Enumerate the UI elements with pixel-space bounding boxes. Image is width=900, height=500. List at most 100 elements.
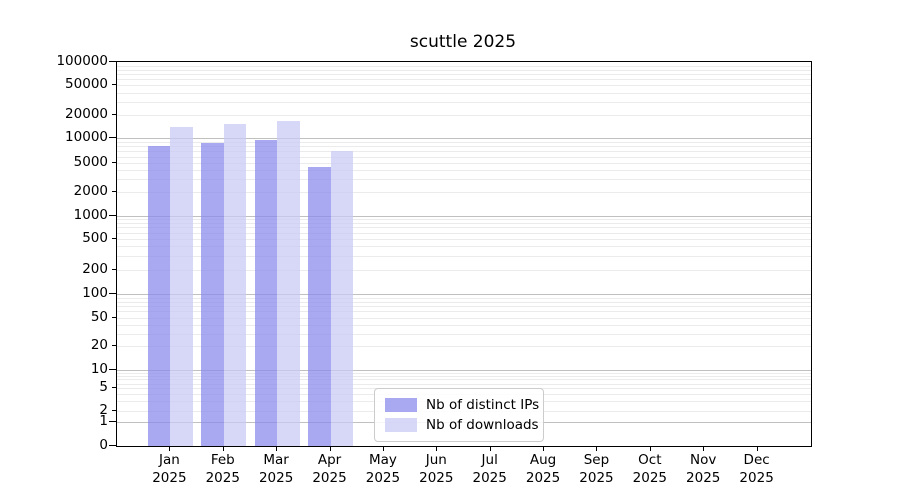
x-tick bbox=[649, 446, 651, 451]
legend-swatch-downloads bbox=[385, 418, 417, 432]
y-tick-label: 50 bbox=[90, 308, 108, 325]
gridline-minor bbox=[117, 372, 811, 374]
gridline-minor bbox=[117, 92, 811, 94]
y-tick-label: 100 bbox=[82, 284, 108, 301]
bar-downloads-feb bbox=[223, 124, 247, 446]
gridline-major bbox=[117, 369, 811, 371]
gridline-minor bbox=[117, 223, 811, 225]
gridline-minor bbox=[117, 227, 811, 229]
x-tick-label-mar: Mar 2025 bbox=[258, 452, 294, 486]
legend-entry-downloads: Nb of downloads bbox=[385, 415, 539, 435]
gridline-minor bbox=[117, 146, 811, 148]
chart-title: scuttle 2025 bbox=[409, 32, 517, 52]
y-tick bbox=[112, 345, 116, 347]
gridline-minor bbox=[117, 151, 811, 153]
gridline-minor bbox=[117, 246, 811, 248]
gridline-minor bbox=[117, 163, 811, 165]
y-tick-label: 20 bbox=[90, 337, 108, 354]
gridline-minor bbox=[117, 79, 811, 81]
x-tick-label-feb: Feb 2025 bbox=[205, 452, 240, 486]
y-tick bbox=[109, 292, 116, 294]
x-tick-label-jul: Jul 2025 bbox=[472, 452, 507, 486]
y-tick-label: 1000 bbox=[73, 206, 108, 223]
gridline-minor bbox=[117, 114, 811, 116]
gridline-minor bbox=[117, 297, 811, 299]
y-tick bbox=[112, 316, 116, 318]
plot-area: Nb of distinct IPs Nb of downloads bbox=[116, 61, 812, 447]
y-tick-label: 20000 bbox=[65, 105, 108, 122]
x-tick bbox=[756, 446, 758, 451]
bar-downloads-jan bbox=[170, 126, 193, 446]
gridline-minor bbox=[117, 311, 811, 313]
x-tick bbox=[276, 446, 278, 451]
y-tick-label: 1 bbox=[99, 412, 108, 429]
legend-label: Nb of distinct IPs bbox=[426, 397, 540, 413]
x-tick-label-may: May 2025 bbox=[365, 452, 401, 486]
y-tick-label: 200 bbox=[82, 261, 108, 278]
bar-distinct-ips-apr bbox=[308, 166, 331, 446]
y-tick-label: 5 bbox=[99, 379, 108, 396]
legend-entry-distinct-ips: Nb of distinct IPs bbox=[385, 395, 539, 415]
gridline-minor bbox=[117, 375, 811, 377]
gridline-minor bbox=[117, 324, 811, 326]
y-tick-label: 2 bbox=[99, 402, 108, 419]
x-tick-label-dec: Dec 2025 bbox=[739, 452, 774, 486]
y-tick bbox=[109, 368, 116, 370]
gridline-minor bbox=[117, 69, 811, 71]
x-tick bbox=[329, 446, 331, 451]
y-tick-label: 5000 bbox=[73, 154, 108, 171]
y-tick-label: 500 bbox=[82, 229, 108, 246]
y-tick bbox=[112, 410, 116, 412]
gridline-minor bbox=[117, 238, 811, 240]
legend-swatch-distinct-ips bbox=[385, 398, 417, 412]
y-tick-label: 10 bbox=[90, 360, 108, 377]
gridline-major bbox=[117, 293, 811, 295]
y-tick-label: 10000 bbox=[65, 129, 108, 146]
y-tick bbox=[109, 420, 116, 422]
y-tick bbox=[109, 137, 116, 139]
gridline-minor bbox=[117, 156, 811, 158]
gridline-minor bbox=[117, 85, 811, 87]
gridline-minor bbox=[117, 333, 811, 335]
gridline-minor bbox=[117, 270, 811, 272]
x-tick-label-apr: Apr 2025 bbox=[312, 452, 347, 486]
x-tick bbox=[703, 446, 705, 451]
legend-label: Nb of downloads bbox=[426, 417, 539, 433]
bar-downloads-apr bbox=[330, 151, 354, 446]
y-tick bbox=[112, 84, 116, 86]
x-tick bbox=[489, 446, 491, 451]
gridline-major bbox=[117, 138, 811, 140]
y-tick bbox=[109, 445, 116, 446]
x-tick bbox=[382, 446, 384, 451]
x-tick-label-jan: Jan 2025 bbox=[152, 452, 187, 486]
x-tick bbox=[436, 446, 438, 451]
x-tick-label-aug: Aug 2025 bbox=[525, 452, 561, 486]
gridline-minor bbox=[117, 317, 811, 319]
gridline-minor bbox=[117, 301, 811, 303]
bar-distinct-ips-feb bbox=[201, 143, 224, 446]
x-tick-label-oct: Oct 2025 bbox=[632, 452, 668, 486]
y-tick bbox=[112, 191, 116, 193]
x-tick-label-jun: Jun 2025 bbox=[419, 452, 454, 486]
gridline-minor bbox=[117, 232, 811, 234]
x-tick bbox=[596, 446, 598, 451]
gridline-minor bbox=[117, 379, 811, 381]
x-tick bbox=[169, 446, 171, 451]
y-tick bbox=[112, 269, 116, 271]
gridline-minor bbox=[117, 306, 811, 308]
y-tick bbox=[109, 214, 116, 216]
gridline-minor bbox=[117, 179, 811, 181]
bar-distinct-ips-jan bbox=[147, 146, 171, 446]
gridline-major bbox=[117, 215, 811, 217]
y-tick-label: 100000 bbox=[56, 53, 108, 69]
y-tick bbox=[109, 61, 116, 62]
x-tick-label-sep: Sep 2025 bbox=[579, 452, 614, 486]
y-tick bbox=[112, 237, 116, 239]
gridline-minor bbox=[117, 383, 811, 385]
bar-distinct-ips-mar bbox=[254, 139, 278, 446]
y-tick-label: 2000 bbox=[73, 183, 108, 200]
y-tick bbox=[112, 162, 116, 164]
gridline-minor bbox=[117, 141, 811, 143]
y-tick-label: 0 bbox=[99, 437, 108, 453]
